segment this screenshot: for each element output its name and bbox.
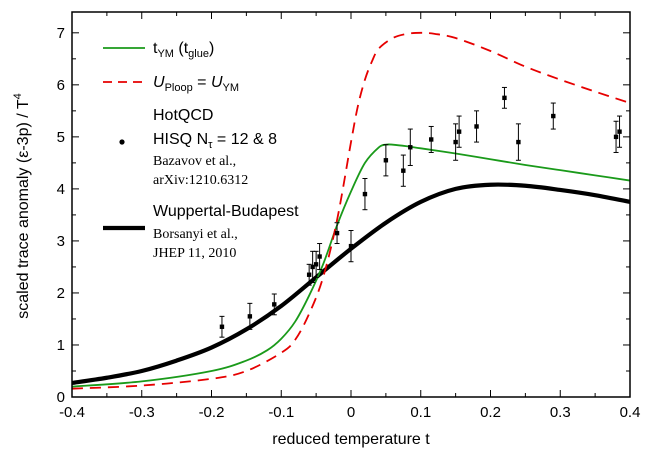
legend-label-hotqcd-1: HotQCD [153, 107, 213, 124]
data-point [362, 177, 368, 211]
y-tick-label: 4 [57, 181, 65, 198]
point-marker [317, 254, 322, 259]
data-point [515, 123, 521, 161]
point-marker [272, 302, 277, 307]
y-axis-label-sup: 4 [12, 93, 24, 99]
x-tick-label: 0 [347, 404, 355, 421]
data-point [407, 128, 413, 166]
data-point [247, 302, 253, 330]
point-marker [247, 314, 253, 319]
legend-label-hotqcd-2: HISQ Nτ = 12 & 8 [153, 131, 277, 151]
data-point [348, 230, 354, 263]
point-marker [383, 158, 389, 163]
point-marker [334, 230, 340, 236]
series-line-u-ploop-u-ym [72, 31, 630, 390]
y-tick-label: 7 [57, 25, 65, 42]
point-marker [429, 137, 434, 142]
point-marker [502, 95, 507, 101]
data-point [456, 115, 462, 148]
y-tick-label: 5 [57, 129, 65, 146]
series-line-t-ym-t-glue [72, 143, 630, 388]
legend-label-uploop: UPloop = UYM [153, 74, 239, 94]
data-point [613, 120, 619, 153]
data-points [219, 86, 623, 338]
x-tick-label: 0.3 [550, 404, 571, 421]
x-tick-label: -0.2 [199, 404, 225, 421]
legend-ref-wb-2: JHEP 11, 2010 [153, 246, 236, 261]
y-tick-label: 6 [57, 77, 65, 94]
x-tick-label: 0.2 [480, 404, 501, 421]
data-point [306, 263, 312, 286]
point-marker [613, 134, 619, 140]
point-marker [401, 168, 406, 173]
data-point [313, 250, 319, 278]
point-marker [362, 191, 368, 197]
point-marker [456, 129, 462, 134]
y-axis-label-text: scaled trace anomaly (ε-3p) / T [15, 99, 32, 319]
y-tick-label: 0 [57, 389, 65, 406]
data-point [334, 222, 340, 245]
legend-ref-hotqcd-1: Bazavov et al., [153, 154, 236, 169]
legend: tYM (tglue) UPloop = UYM HotQCD HISQ Nτ … [103, 40, 299, 261]
y-tick-label: 1 [57, 337, 65, 354]
legend-ref-wb-1: Borsanyi et al., [153, 227, 238, 242]
x-tick-label: -0.4 [59, 404, 85, 421]
data-point [474, 110, 480, 143]
legend-label-wb: Wuppertal-Budapest [153, 203, 299, 220]
data-point [219, 315, 225, 338]
x-tick-label: 0.1 [410, 404, 431, 421]
data-point [453, 123, 459, 161]
y-axis-ticks: 0 1 2 3 4 5 6 7 [57, 25, 630, 406]
point-marker [306, 272, 312, 277]
point-marker [551, 113, 556, 119]
y-tick-label: 2 [57, 285, 65, 302]
x-tick-label: -0.1 [268, 404, 294, 421]
x-axis-label: reduced temperature t [272, 431, 430, 448]
data-point [501, 86, 507, 109]
x-axis-ticks: -0.4 -0.3 -0.2 -0.1 0 0.1 0.2 0.3 0.4 [59, 12, 640, 421]
y-axis-label: scaled trace anomaly (ε-3p) / T4 [12, 93, 32, 319]
x-tick-label: 0.4 [620, 404, 641, 421]
legend-ref-hotqcd-2: arXiv:1210.6312 [153, 173, 248, 188]
point-marker [219, 324, 225, 329]
point-marker [348, 243, 354, 249]
point-marker [408, 145, 413, 150]
point-marker [310, 264, 315, 270]
point-marker [313, 262, 319, 267]
legend-marker-hotqcd [119, 139, 125, 145]
data-point [428, 125, 434, 153]
point-marker [617, 129, 622, 134]
data-point [271, 293, 277, 316]
y-tick-label: 3 [57, 233, 65, 250]
legend-label-tym: tYM (tglue) [153, 40, 214, 60]
point-marker [474, 124, 479, 129]
point-marker [453, 139, 458, 145]
data-point [550, 102, 556, 130]
data-point [317, 243, 323, 271]
data-point [617, 115, 623, 148]
point-marker [516, 139, 521, 145]
data-point [400, 154, 406, 187]
data-point [383, 144, 389, 177]
x-tick-label: -0.3 [129, 404, 155, 421]
